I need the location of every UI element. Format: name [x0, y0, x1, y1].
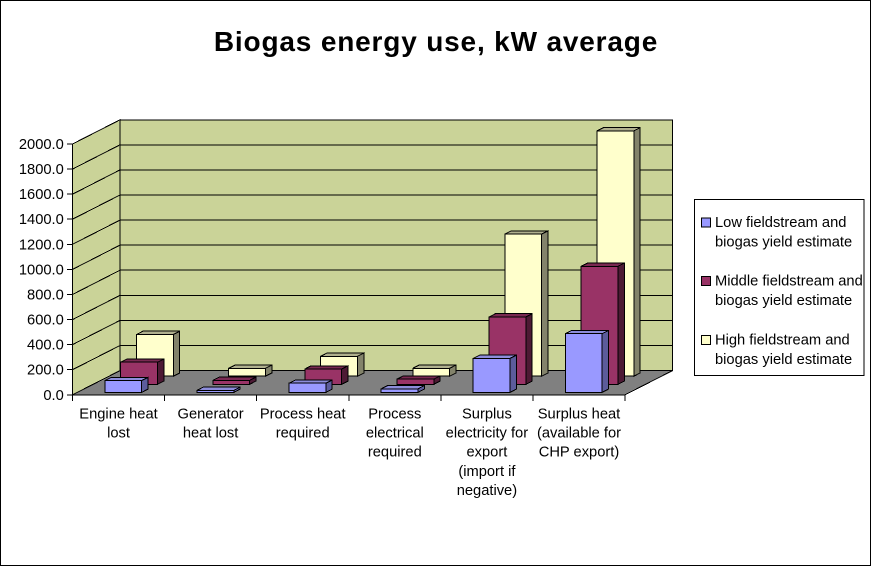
svg-text:600.0: 600.0	[27, 313, 64, 329]
svg-text:heat lost: heat lost	[183, 426, 239, 442]
svg-text:1000.0: 1000.0	[19, 262, 64, 278]
svg-text:400.0: 400.0	[27, 338, 64, 354]
svg-text:electrical: electrical	[366, 426, 424, 442]
svg-text:Generator: Generator	[178, 406, 244, 422]
svg-text:Middle fieldstream and: Middle fieldstream and	[715, 274, 863, 290]
svg-text:(import if: (import if	[458, 464, 516, 480]
svg-text:1600.0: 1600.0	[19, 187, 64, 203]
svg-text:Surplus: Surplus	[462, 406, 512, 422]
svg-text:required: required	[276, 426, 330, 442]
svg-text:biogas yield estimate: biogas yield estimate	[715, 352, 852, 368]
svg-text:0.0: 0.0	[43, 388, 63, 404]
svg-text:2000.0: 2000.0	[19, 137, 64, 153]
svg-text:1800.0: 1800.0	[19, 162, 64, 178]
svg-text:required: required	[368, 445, 422, 461]
svg-text:Low fieldstream and: Low fieldstream and	[715, 215, 846, 231]
svg-text:1400.0: 1400.0	[19, 212, 64, 228]
svg-text:Surplus heat: Surplus heat	[538, 406, 620, 422]
svg-text:lost: lost	[107, 426, 130, 442]
svg-text:Process: Process	[368, 406, 421, 422]
svg-text:Process heat: Process heat	[260, 406, 346, 422]
svg-text:1200.0: 1200.0	[19, 237, 64, 253]
svg-text:(available for: (available for	[537, 426, 621, 442]
svg-text:export: export	[466, 445, 507, 461]
svg-text:Engine heat: Engine heat	[79, 406, 157, 422]
svg-text:biogas yield estimate: biogas yield estimate	[715, 235, 852, 251]
svg-text:Biogas energy use, kW average: Biogas energy use, kW average	[214, 26, 658, 57]
svg-text:CHP export): CHP export)	[539, 445, 620, 461]
svg-text:200.0: 200.0	[27, 363, 64, 379]
svg-text:High fieldstream and: High fieldstream and	[715, 332, 850, 348]
svg-text:biogas yield estimate: biogas yield estimate	[715, 293, 852, 309]
svg-text:800.0: 800.0	[27, 288, 64, 304]
svg-text:negative): negative)	[457, 483, 517, 499]
svg-text:electricity for: electricity for	[446, 426, 529, 442]
